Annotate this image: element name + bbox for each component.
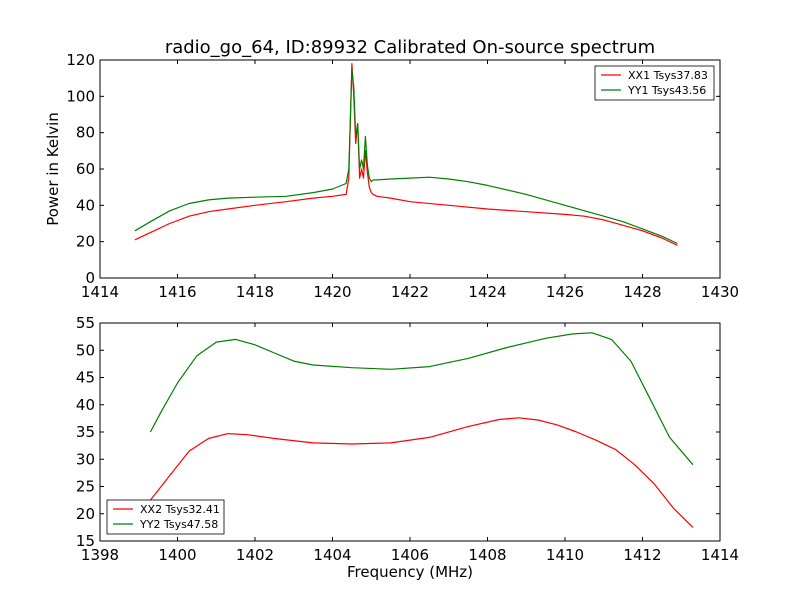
y-tick-label: 45 <box>76 369 95 387</box>
legend-label: YY2 Tsys47.58 <box>139 518 218 531</box>
y-tick-label: 60 <box>76 160 95 178</box>
legend-box <box>594 65 715 101</box>
series-line-xx2 <box>149 417 694 528</box>
y-tick-label: 0 <box>85 269 95 287</box>
x-tick-label: 1398 <box>81 546 119 564</box>
y-tick-label: 20 <box>76 505 95 523</box>
x-tick-label: 1428 <box>623 283 661 301</box>
legend: XX2 Tsys32.41 YY2 Tsys47.58 <box>106 499 225 535</box>
x-tick-label: 1414 <box>701 546 739 564</box>
legend: XX1 Tsys37.83 YY1 Tsys43.56 <box>594 65 715 101</box>
x-tick-label: 1406 <box>391 546 429 564</box>
series-line-xx1 <box>134 62 678 246</box>
series-line-yy2 <box>149 332 694 466</box>
y-axis-label: Power in Kelvin <box>44 112 62 226</box>
y-tick-label: 40 <box>76 396 95 414</box>
x-tick-label: 1400 <box>158 546 196 564</box>
y-tick-label: 25 <box>76 478 95 496</box>
x-tick-label: 1416 <box>158 283 196 301</box>
x-tick-label: 1410 <box>546 546 584 564</box>
y-tick-label: 50 <box>76 341 95 359</box>
y-tick-label: 35 <box>76 423 95 441</box>
x-tick-label: 1402 <box>236 546 274 564</box>
y-tick-label: 100 <box>66 87 95 105</box>
x-tick-label: 1420 <box>313 283 351 301</box>
y-tick-label: 120 <box>66 51 95 69</box>
x-tick-label: 1426 <box>546 283 584 301</box>
y-tick-label: 80 <box>76 124 95 142</box>
legend-label: XX1 Tsys37.83 <box>628 69 708 82</box>
legend-box <box>106 499 225 535</box>
x-tick-label: 1418 <box>236 283 274 301</box>
y-tick-label: 15 <box>76 532 95 550</box>
y-tick-label: 55 <box>76 314 95 332</box>
y-tick-label: 40 <box>76 196 95 214</box>
legend-label: YY1 Tsys43.56 <box>627 84 706 97</box>
x-tick-label: 1422 <box>391 283 429 301</box>
x-tick-label: 1414 <box>81 283 119 301</box>
y-tick-label: 20 <box>76 233 95 251</box>
series-line-yy1 <box>134 68 678 245</box>
x-tick-label: 1404 <box>313 546 351 564</box>
chart-title: radio_go_64, ID:89932 Calibrated On-sour… <box>165 37 655 58</box>
y-tick-label: 30 <box>76 450 95 468</box>
top-panel: 1414 1416 1418 1420 1422 1424 1426 1428 1430 0 20 4… <box>66 51 739 301</box>
x-tick-label: 1430 <box>701 283 739 301</box>
x-tick-label: 1412 <box>623 546 661 564</box>
x-axis-label: Frequency (MHz) <box>347 563 473 581</box>
x-tick-label: 1408 <box>468 546 506 564</box>
x-tick-label: 1424 <box>468 283 506 301</box>
bottom-panel: 1398 1400 1402 1404 1406 1408 1410 1412 1414 15 20… <box>76 314 739 564</box>
legend-label: XX2 Tsys32.41 <box>140 503 220 516</box>
